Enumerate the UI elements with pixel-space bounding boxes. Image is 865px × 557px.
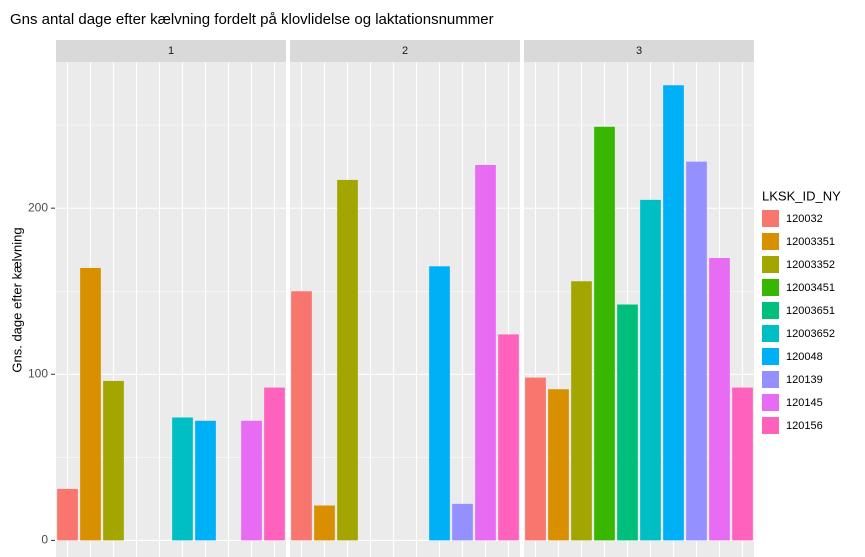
bar [337, 179, 358, 541]
bar [80, 267, 101, 541]
bar [548, 389, 569, 541]
bar [732, 387, 753, 541]
strip [56, 40, 286, 62]
legend-label: 120139 [786, 374, 823, 386]
legend-key [762, 256, 779, 273]
bar [452, 503, 473, 541]
legend-key [762, 325, 779, 342]
legend-label: 12003651 [786, 305, 835, 317]
strip-text: 2 [402, 45, 408, 57]
bar [498, 334, 519, 541]
bar [663, 85, 684, 541]
legend-label: 12003451 [786, 282, 835, 294]
legend-title: LKSK_ID_NY [762, 188, 841, 203]
bar [686, 161, 707, 541]
bar [172, 417, 193, 541]
legend-label: 120156 [786, 420, 823, 432]
legend-label: 12003652 [786, 328, 835, 340]
legend-label: 12003352 [786, 259, 835, 271]
bar [640, 199, 661, 541]
chart-title: Gns antal dage efter kælvning fordelt på… [10, 11, 494, 28]
bar [617, 304, 638, 541]
bar [291, 291, 312, 541]
strip [290, 40, 520, 62]
legend-label: 120032 [786, 213, 823, 225]
y-tick-label: 200 [28, 200, 48, 214]
bar [594, 126, 615, 541]
strip-text: 3 [636, 45, 642, 57]
legend-key [762, 279, 779, 296]
bar [103, 380, 124, 541]
bar [475, 164, 496, 541]
legend-label: 12003351 [786, 236, 835, 248]
legend-label: 120048 [786, 351, 823, 363]
bar [57, 488, 78, 541]
strip [524, 40, 754, 62]
bar [195, 420, 216, 541]
bar [571, 281, 592, 541]
legend-key [762, 394, 779, 411]
bar [525, 377, 546, 541]
legend-label: 120145 [786, 397, 823, 409]
bar [709, 258, 730, 541]
bar [429, 266, 450, 541]
bar [314, 505, 335, 541]
bar [264, 387, 285, 541]
legend-key [762, 210, 779, 227]
legend-key [762, 371, 779, 388]
strip-text: 1 [168, 45, 174, 57]
bar [241, 420, 262, 541]
legend-key [762, 417, 779, 434]
y-tick-label: 100 [28, 366, 48, 380]
legend-key [762, 233, 779, 250]
y-tick-label: 0 [41, 533, 48, 547]
legend-key [762, 348, 779, 365]
legend-key [762, 302, 779, 319]
y-axis-title: Gns. dage efter kælvning [9, 227, 24, 372]
